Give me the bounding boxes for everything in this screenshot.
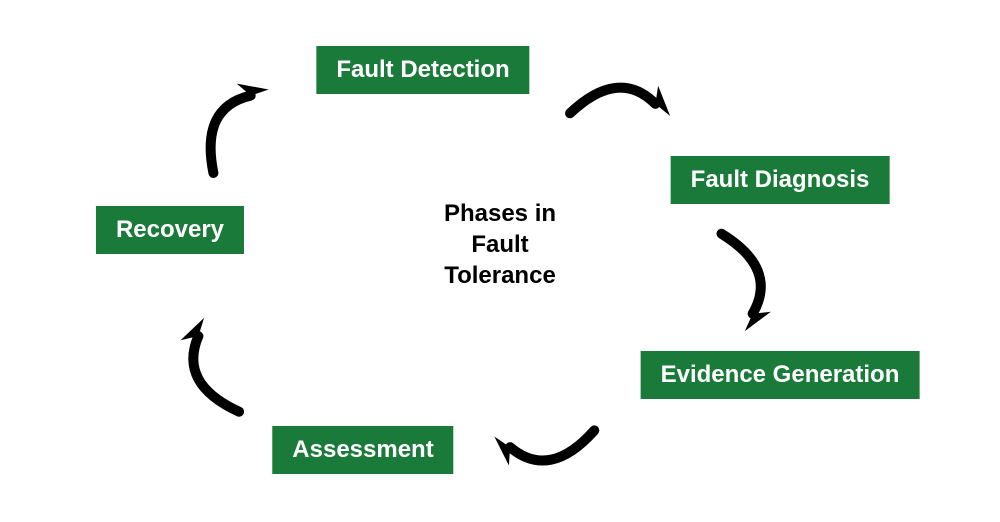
node-evidence-generation: Evidence Generation <box>641 351 920 399</box>
arrow-5 <box>158 53 311 202</box>
arrow-4 <box>165 306 264 429</box>
center-title-line2: Fault <box>444 229 556 260</box>
curved-arrow-icon <box>158 53 308 198</box>
arrow-2 <box>687 217 792 345</box>
node-recovery: Recovery <box>96 206 244 254</box>
node-label: Evidence Generation <box>661 361 900 388</box>
node-fault-detection: Fault Detection <box>316 46 529 94</box>
center-title-line3: Tolerance <box>444 261 556 292</box>
arrow-3 <box>475 379 615 502</box>
curved-arrow-icon <box>692 217 792 344</box>
node-label: Recovery <box>116 216 224 243</box>
node-label: Fault Detection <box>336 56 509 83</box>
curved-arrow-icon <box>549 42 693 168</box>
center-title-line1: Phases in <box>444 198 556 229</box>
cycle-diagram: Phases in Fault Tolerance Fault Detectio… <box>0 0 1000 522</box>
curved-arrow-icon <box>475 384 614 502</box>
node-assessment: Assessment <box>272 426 453 474</box>
curved-arrow-icon <box>165 306 259 429</box>
node-label: Assessment <box>292 436 433 463</box>
center-title: Phases in Fault Tolerance <box>444 198 556 292</box>
node-label: Fault Diagnosis <box>691 166 870 193</box>
node-fault-diagnosis: Fault Diagnosis <box>671 156 890 204</box>
arrow-1 <box>547 42 692 172</box>
